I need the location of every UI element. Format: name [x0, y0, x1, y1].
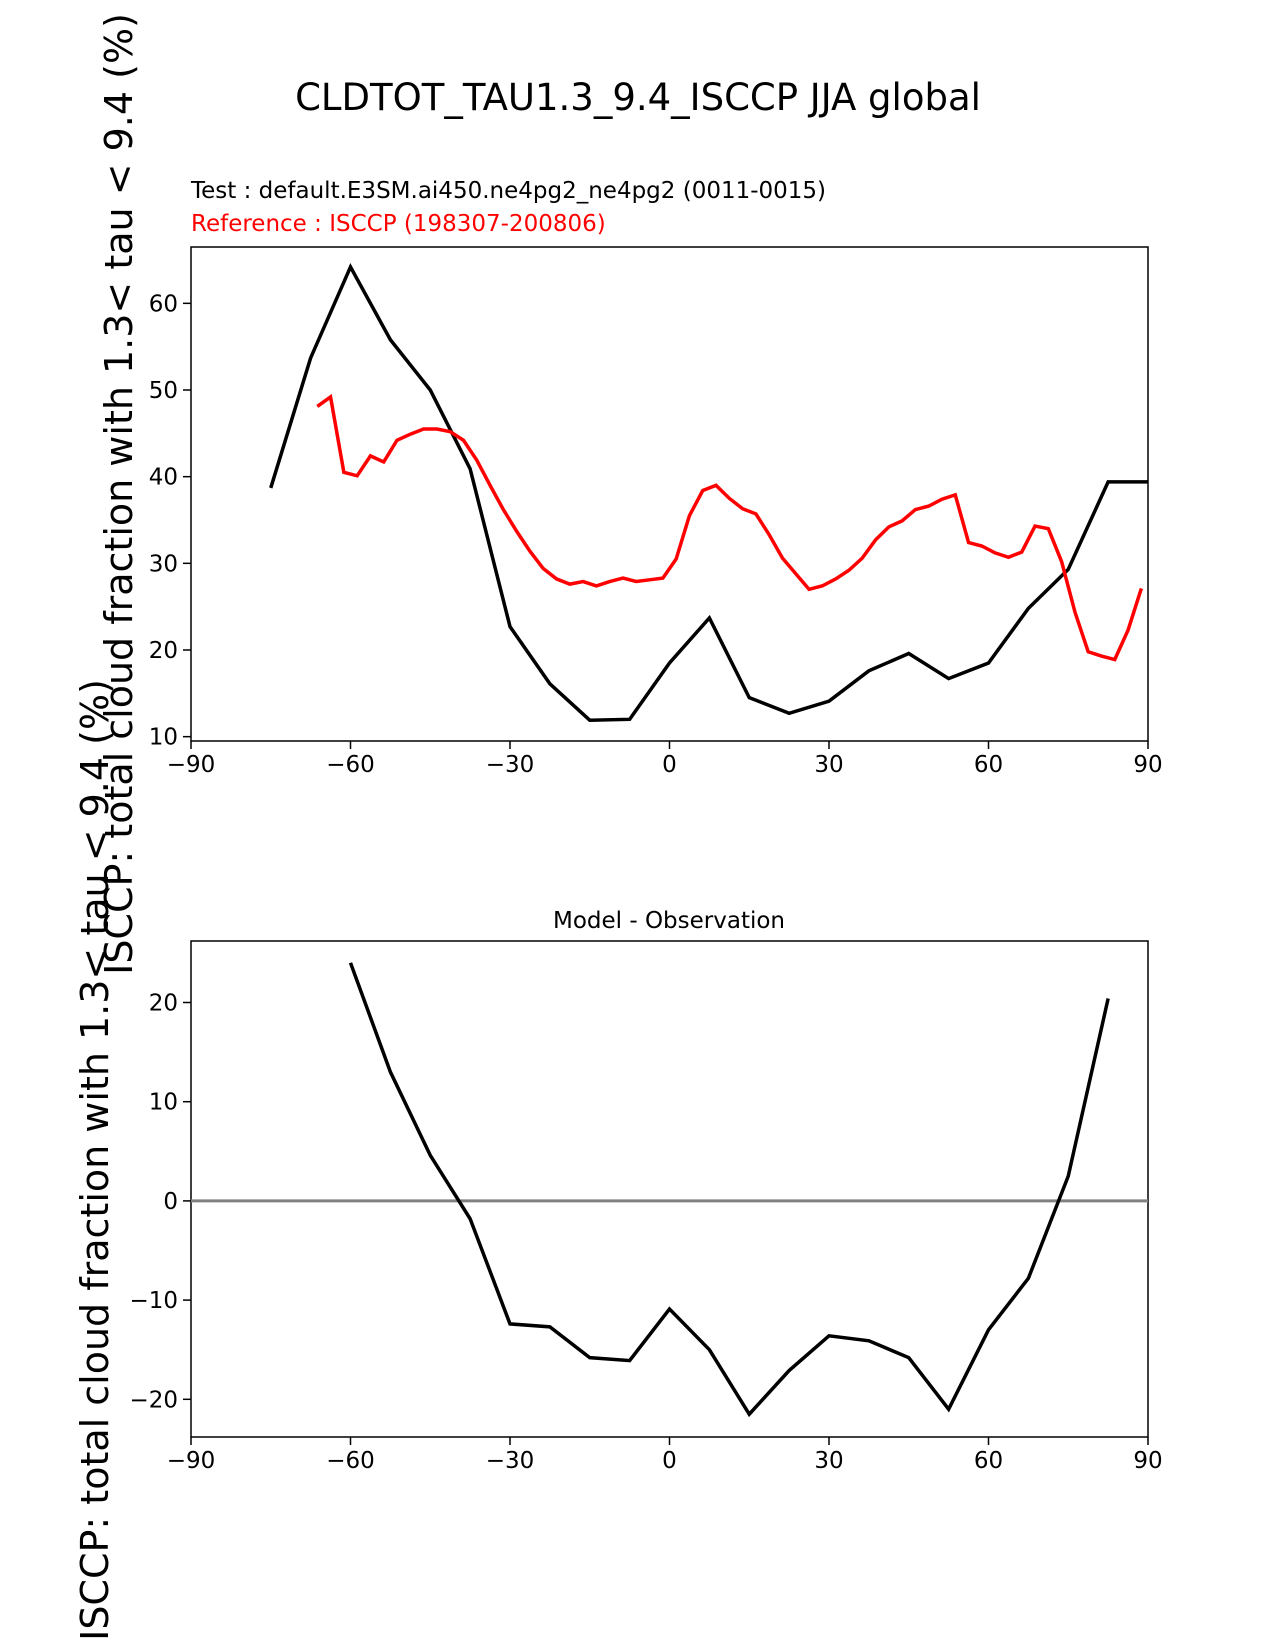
x-tick-label: 0 [662, 1448, 677, 1474]
x-tick-label: 90 [1133, 752, 1162, 778]
x-tick-label: 30 [814, 752, 843, 778]
y-tick-label: 20 [149, 991, 178, 1017]
series-line-test [269, 262, 1148, 722]
x-tick-label: −90 [167, 752, 216, 778]
top-y-axis-label: ISCCP: total cloud fraction with 1.3< ta… [97, 13, 141, 975]
bottom-y-axis-label: ISCCP: total cloud fraction with 1.3< ta… [73, 679, 117, 1641]
top-plot-area: −90 −60 −30 0 30 60 90 10 20 30 40 50 60 [149, 262, 1163, 778]
y-tick-label: 10 [149, 725, 178, 751]
top-line-chart: −90 −60 −30 0 30 60 90 10 20 30 40 50 60 ISCCP: tota… [97, 13, 1163, 975]
reference-label: Reference : ISCCP (198307-200806) [191, 211, 606, 237]
series-line-difference [348, 962, 1110, 1418]
y-tick-label: 50 [149, 378, 178, 404]
x-tick-label: −60 [326, 1448, 375, 1474]
x-tick-label: 0 [662, 752, 677, 778]
test-label: Test : default.E3SM.ai450.ne4pg2_ne4pg2 … [190, 178, 826, 204]
top-plot-frame [190, 246, 1149, 742]
series-line-reference [316, 393, 1144, 662]
x-tick-label: −30 [486, 752, 535, 778]
x-tick-label: 60 [974, 1448, 1003, 1474]
y-tick-label: 60 [149, 291, 178, 317]
y-tick-label: 10 [149, 1090, 178, 1116]
y-tick-label: 20 [149, 638, 178, 664]
y-tick-label: 30 [149, 551, 178, 577]
y-tick-label: −20 [129, 1387, 178, 1413]
x-tick-label: 30 [814, 1448, 843, 1474]
bottom-plot-frame [190, 940, 1149, 1438]
x-tick-label: 90 [1133, 1448, 1162, 1474]
bottom-plot-area: −90 −60 −30 0 30 60 90 −20 −10 0 10 20 [129, 962, 1163, 1474]
x-tick-label: −30 [486, 1448, 535, 1474]
x-tick-label: 60 [974, 752, 1003, 778]
bottom-line-chart: Model - Observation −90 −60 −30 0 30 60 90−20−… [73, 679, 1163, 1641]
y-tick-label: 40 [149, 465, 178, 491]
x-tick-label: −60 [326, 752, 375, 778]
bottom-chart-title: Model - Observation [553, 908, 785, 934]
y-tick-label: 0 [163, 1189, 178, 1215]
x-tick-label: −90 [167, 1448, 216, 1474]
y-tick-label: −10 [129, 1288, 178, 1314]
figure-title: CLDTOT_TAU1.3_9.4_ISCCP JJA global [295, 76, 981, 119]
